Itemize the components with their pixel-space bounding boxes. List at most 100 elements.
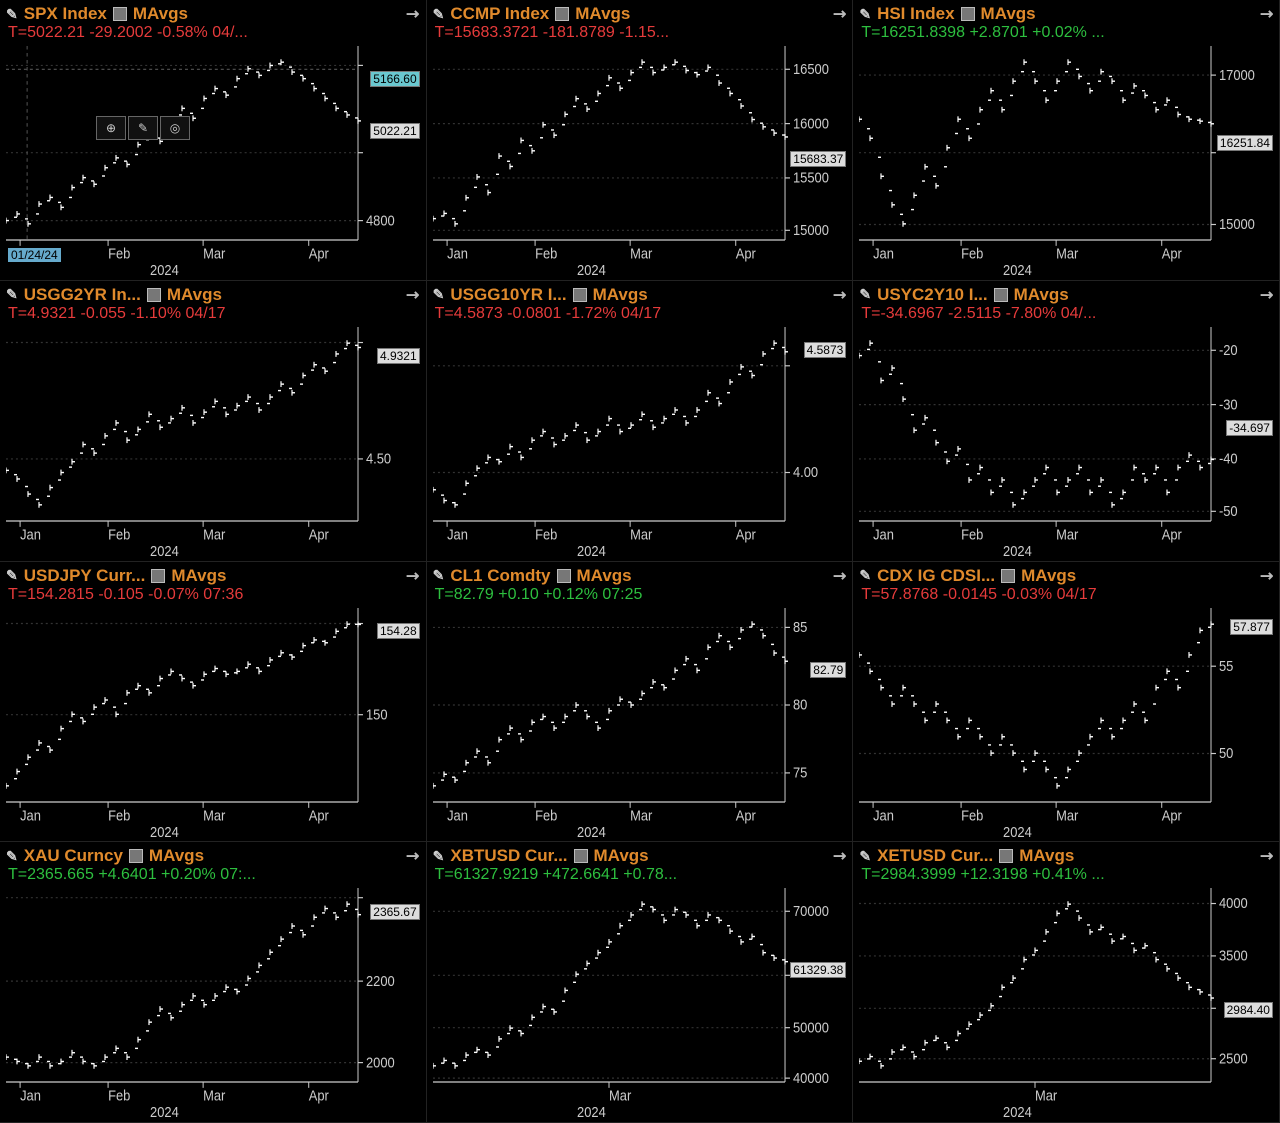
target-tool-icon[interactable]: ◎ xyxy=(160,116,190,140)
expand-icon[interactable]: ↗ xyxy=(1254,564,1277,586)
chart-area[interactable]: 700005000040000Mar202461329.38 xyxy=(433,888,847,1122)
svg-text:150: 150 xyxy=(366,705,388,722)
mavgs-checkbox[interactable] xyxy=(574,849,588,863)
mavgs-checkbox[interactable] xyxy=(994,288,1008,302)
svg-text:Apr: Apr xyxy=(735,806,755,823)
svg-text:Feb: Feb xyxy=(535,245,557,262)
mavgs-checkbox[interactable] xyxy=(129,849,143,863)
svg-text:3500: 3500 xyxy=(1219,947,1248,964)
mavgs-checkbox[interactable] xyxy=(999,849,1013,863)
edit-icon[interactable]: ✎ xyxy=(859,567,871,584)
panel-title: USDJPY Curr... xyxy=(24,566,146,586)
mavgs-checkbox[interactable] xyxy=(151,569,165,583)
edit-icon[interactable]: ✎ xyxy=(433,6,445,23)
mavgs-checkbox[interactable] xyxy=(557,569,571,583)
chart-area[interactable]: 858075JanFebMarApr202482.79 xyxy=(433,608,847,842)
chart-area[interactable]: 1700015000JanFebMarApr202416251.84 xyxy=(859,46,1273,280)
panel-title: XETUSD Cur... xyxy=(877,846,993,866)
expand-icon[interactable]: ↗ xyxy=(401,844,424,866)
chart-area[interactable]: 150JanFebMarApr2024154.28 xyxy=(6,608,420,842)
chart-area[interactable]: -20-30-40-50JanFebMarApr2024-34.697 xyxy=(859,327,1273,561)
timestamp: 07:25 xyxy=(602,586,642,603)
svg-text:Apr: Apr xyxy=(309,1087,329,1104)
expand-icon[interactable]: ↗ xyxy=(1254,2,1277,24)
edit-icon[interactable]: ✎ xyxy=(433,567,445,584)
chart-svg: 16500160001550015000JanFebMarApr2024 xyxy=(433,46,847,280)
edit-icon[interactable]: ✎ xyxy=(6,567,18,584)
expand-icon[interactable]: ↗ xyxy=(828,564,851,586)
expand-icon[interactable]: ↗ xyxy=(401,283,424,305)
chart-svg: 5550JanFebMarApr2024 xyxy=(859,608,1273,842)
mavgs-checkbox[interactable] xyxy=(555,7,569,21)
svg-text:Mar: Mar xyxy=(1035,1087,1058,1104)
panel-quote-line: T=82.79 +0.10 +0.12% 07:25 xyxy=(429,586,851,606)
mavgs-checkbox[interactable] xyxy=(573,288,587,302)
mavgs-label: MAvgs xyxy=(149,846,204,866)
svg-text:Apr: Apr xyxy=(309,245,329,262)
chart-panel: ✎SPX IndexMAvgs↗T=5022.21 -29.2002 -0.58… xyxy=(0,0,427,281)
expand-icon[interactable]: ↗ xyxy=(1254,844,1277,866)
date-flag: 01/24/24 xyxy=(8,248,61,262)
chart-svg: 400035002500Mar2024 xyxy=(859,888,1273,1122)
last-price: T=154.2815 xyxy=(8,586,94,603)
expand-icon[interactable]: ↗ xyxy=(1254,283,1277,305)
pct-change: -0.03% xyxy=(1001,586,1052,603)
svg-text:55: 55 xyxy=(1219,656,1234,673)
change: -181.8789 xyxy=(543,24,615,41)
svg-text:Mar: Mar xyxy=(1056,245,1079,262)
chart-area[interactable]: 16500160001550015000JanFebMarApr20241568… xyxy=(433,46,847,280)
svg-text:2024: 2024 xyxy=(1003,542,1032,559)
expand-icon[interactable]: ↗ xyxy=(828,844,851,866)
mavgs-checkbox[interactable] xyxy=(147,288,161,302)
edit-icon[interactable]: ✎ xyxy=(859,6,871,23)
pct-change: -1.15... xyxy=(619,24,669,41)
chart-area[interactable]: 4800JanFebMarApr2024⊕✎◎01/24/245166.6050… xyxy=(6,46,420,280)
last-price: T=15683.3721 xyxy=(435,24,539,41)
edit-icon[interactable]: ✎ xyxy=(6,6,18,23)
chart-svg: 150JanFebMarApr2024 xyxy=(6,608,420,842)
change: -0.055 xyxy=(81,305,126,322)
chart-area[interactable]: 4.50JanFebMarApr20244.9321 xyxy=(6,327,420,561)
chart-area[interactable]: 22002000JanFebMarApr20242365.67 xyxy=(6,888,420,1122)
svg-text:Mar: Mar xyxy=(203,1087,226,1104)
edit-icon[interactable]: ✎ xyxy=(6,848,18,865)
price-flag: 2365.67 xyxy=(370,904,419,920)
chart-area[interactable]: 400035002500Mar20242984.40 xyxy=(859,888,1273,1122)
timestamp: 07:... xyxy=(220,866,256,883)
edit-icon[interactable]: ✎ xyxy=(6,286,18,303)
chart-panel: ✎XAU CurncyMAvgs↗T=2365.665 +4.6401 +0.2… xyxy=(0,842,427,1123)
edit-icon[interactable]: ✎ xyxy=(433,848,445,865)
panel-title: CCMP Index xyxy=(450,4,549,24)
draw-tool-icon[interactable]: ✎ xyxy=(128,116,158,140)
chart-panel: ✎USGG10YR I...MAvgs↗T=4.5873 -0.0801 -1.… xyxy=(427,281,854,562)
crosshair-tool-icon[interactable]: ⊕ xyxy=(96,116,126,140)
mavgs-checkbox[interactable] xyxy=(113,7,127,21)
timestamp: 04/... xyxy=(1061,305,1097,322)
svg-text:Apr: Apr xyxy=(735,245,755,262)
expand-icon[interactable]: ↗ xyxy=(828,283,851,305)
mavgs-label: MAvgs xyxy=(171,566,226,586)
expand-icon[interactable]: ↗ xyxy=(401,564,424,586)
svg-text:Jan: Jan xyxy=(20,806,41,823)
mavgs-checkbox[interactable] xyxy=(961,7,975,21)
chart-svg: 700005000040000Mar2024 xyxy=(433,888,847,1122)
chart-svg: -20-30-40-50JanFebMarApr2024 xyxy=(859,327,1273,561)
price-flag: 4.9321 xyxy=(377,348,420,364)
panel-header: ✎USYC2Y10 I...MAvgs↗ xyxy=(855,283,1277,305)
edit-icon[interactable]: ✎ xyxy=(859,286,871,303)
expand-icon[interactable]: ↗ xyxy=(401,2,424,24)
expand-icon[interactable]: ↗ xyxy=(828,2,851,24)
panel-title: CL1 Comdty xyxy=(450,566,550,586)
change: +12.3198 xyxy=(961,866,1028,883)
svg-text:Jan: Jan xyxy=(447,806,468,823)
change: -29.2002 xyxy=(89,24,152,41)
edit-icon[interactable]: ✎ xyxy=(859,848,871,865)
panel-header: ✎ XAU Curncy MAvgs ↗ xyxy=(2,844,424,866)
mavgs-checkbox[interactable] xyxy=(1001,569,1015,583)
edit-icon[interactable]: ✎ xyxy=(433,286,445,303)
panel-title: XAU Curncy xyxy=(24,846,123,866)
chart-area[interactable]: 4.00JanFebMarApr20244.5873 xyxy=(433,327,847,561)
chart-area[interactable]: 5550JanFebMarApr202457.877 xyxy=(859,608,1273,842)
panel-title: SPX Index xyxy=(24,4,107,24)
chart-grid: ✎SPX IndexMAvgs↗T=5022.21 -29.2002 -0.58… xyxy=(0,0,1280,1123)
